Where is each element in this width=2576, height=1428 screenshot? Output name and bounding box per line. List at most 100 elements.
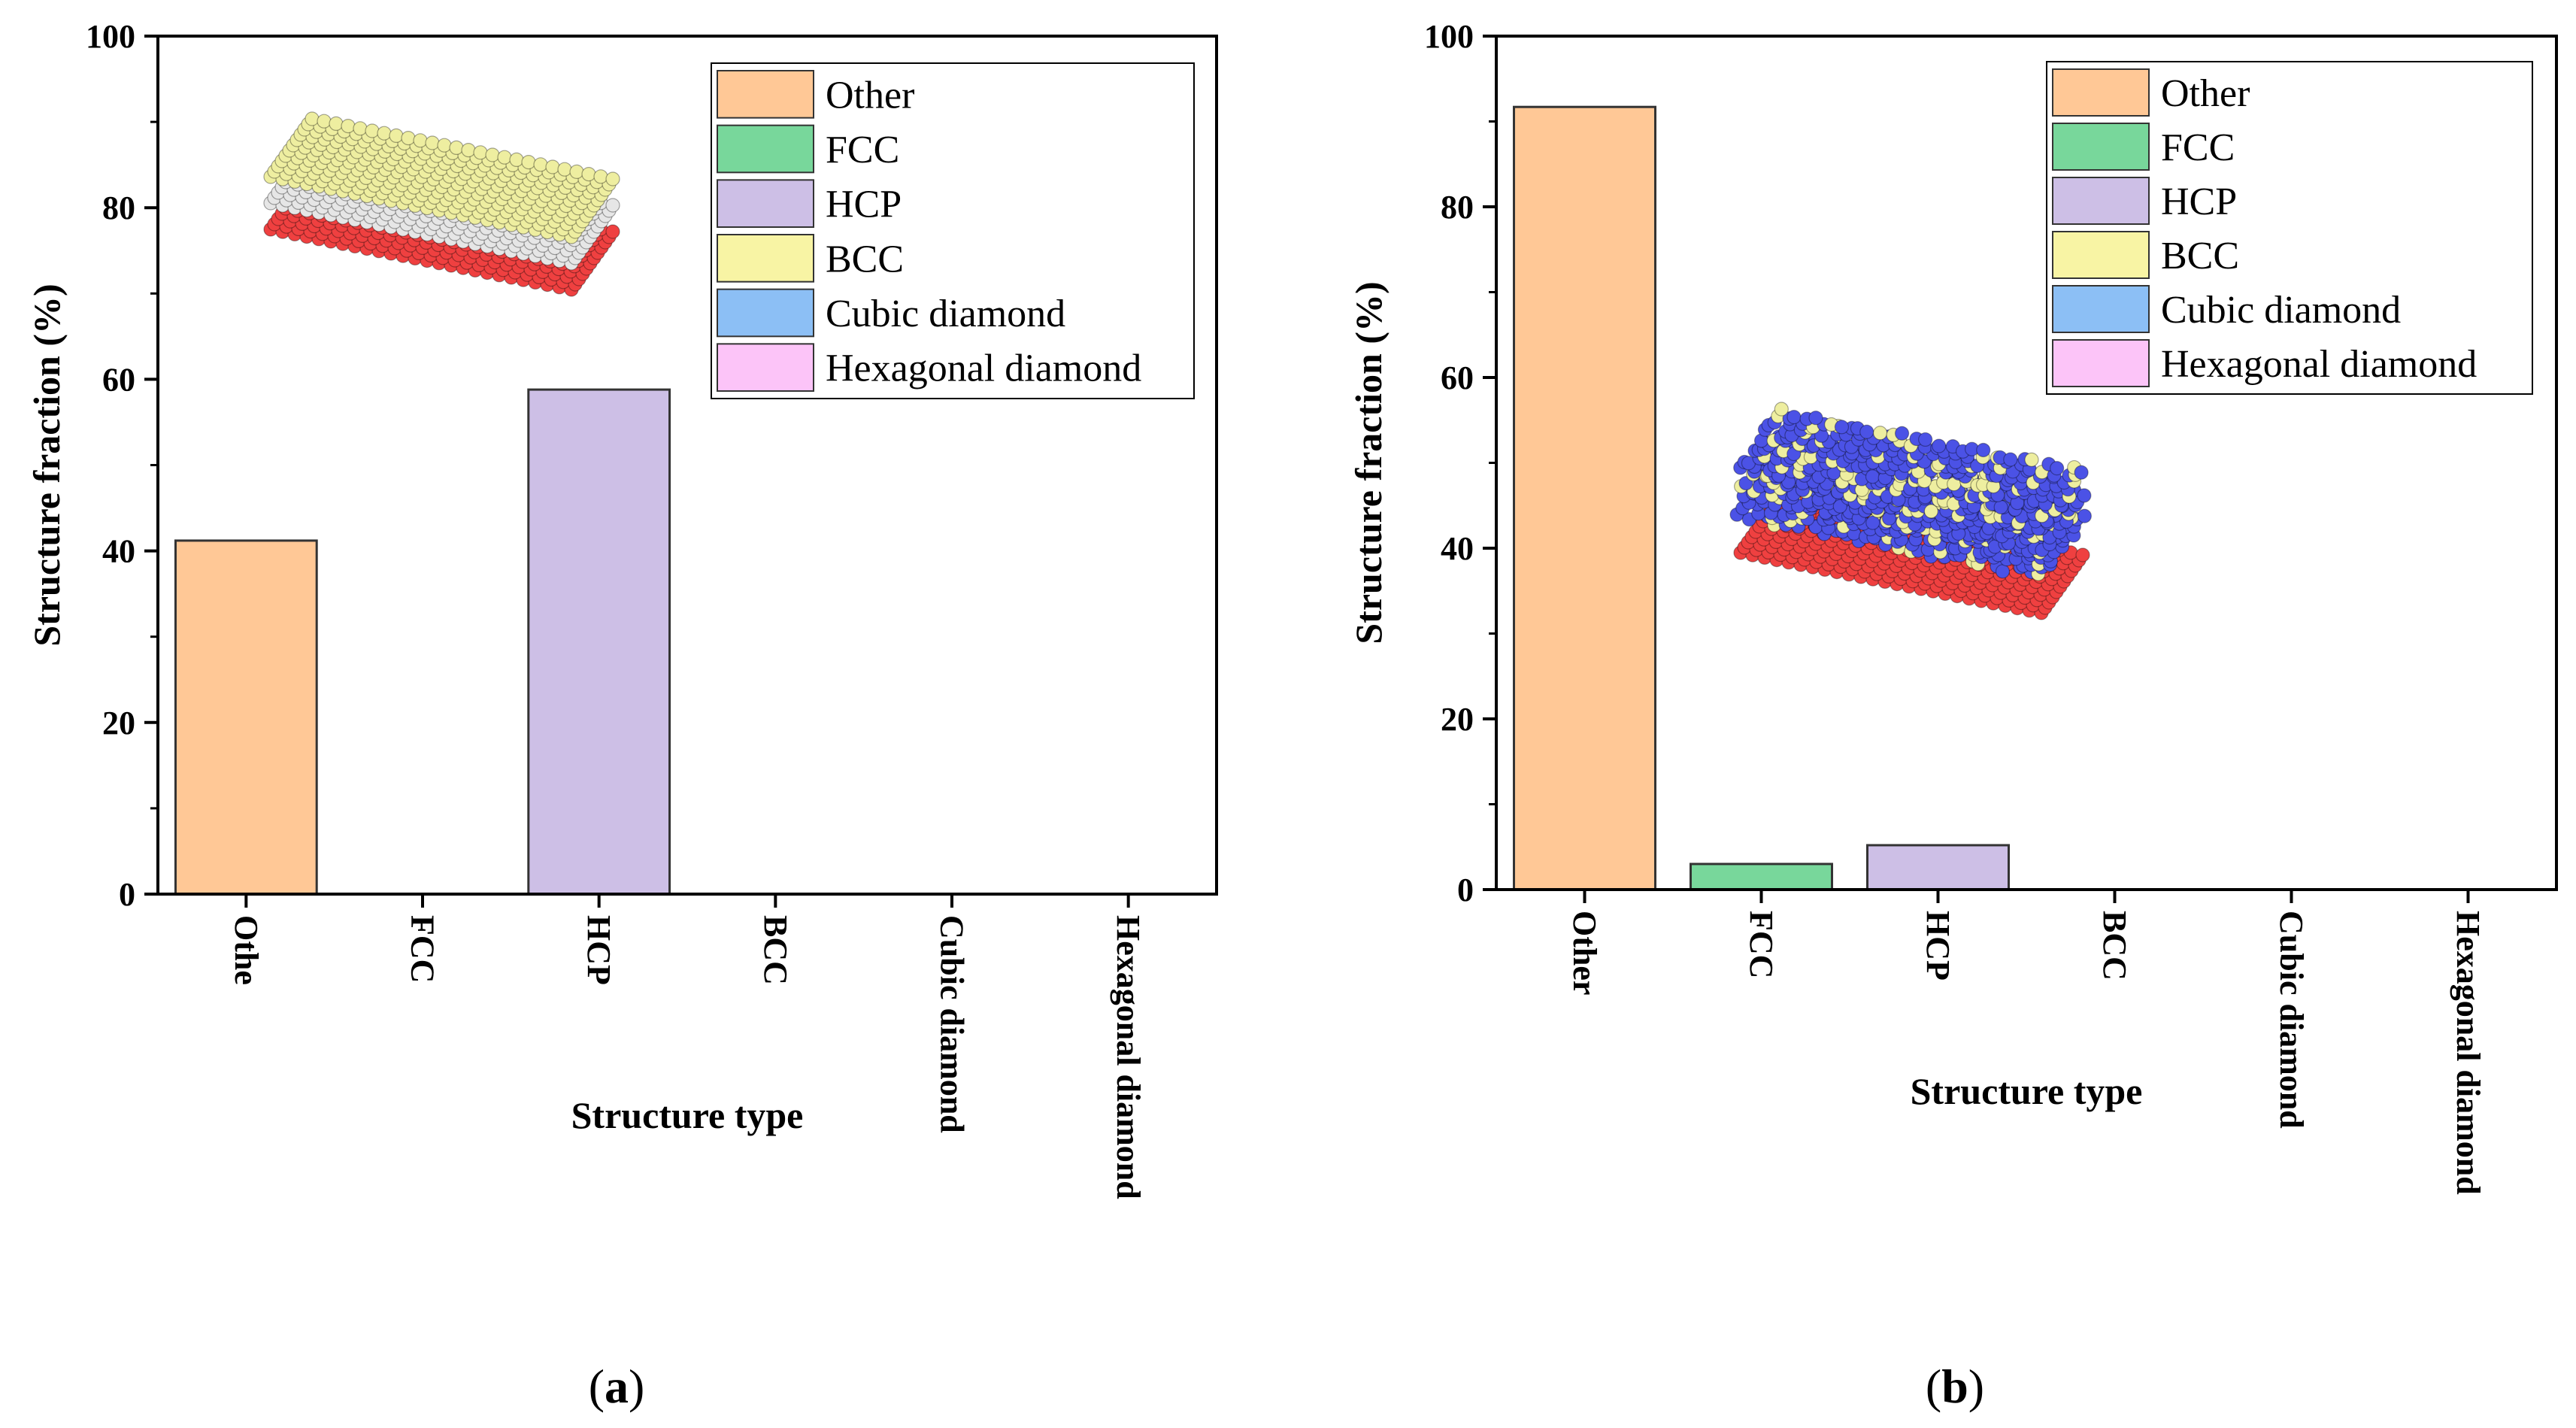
legend-label-b-3: HCP (2161, 180, 2237, 223)
legend-label-b-1: Other (2161, 72, 2250, 115)
atom-top-3-300 (1932, 438, 1947, 453)
atom-top-3-287 (1774, 402, 1789, 417)
atom-yellow-294 (389, 128, 404, 143)
y-tick-label-a-0: 0 (119, 876, 135, 913)
bars-b (1513, 105, 2010, 891)
atom-top-3-288 (1787, 409, 1802, 425)
atom-yellow-295 (401, 131, 416, 146)
atom-top-3-100 (1993, 499, 2008, 515)
bar-b-2 (1690, 863, 1833, 891)
y-ticks-b: 0 20 40 60 80 100 (1424, 18, 1496, 908)
x-tick-label-b-6: Hexagonal diamond (2450, 911, 2487, 1195)
panel-label-b: (b) (1926, 1360, 1984, 1413)
atom-yellow-310 (581, 167, 596, 182)
atom-yellow-302 (485, 147, 500, 162)
bars-a (174, 388, 671, 896)
legend-label-b-2: FCC (2161, 126, 2235, 169)
x-tick-label-b-3: HCP (1920, 911, 1956, 981)
y-tick-label-b-0: 0 (1457, 872, 1474, 908)
legend-label-a-1: Other (826, 74, 914, 117)
atom-red-312 (605, 224, 620, 239)
x-tick-label-a-2: FCC (405, 915, 441, 983)
legend-box-b (2046, 61, 2533, 395)
atom-yellow-309 (569, 164, 584, 179)
y-tick-label-b-80: 80 (1441, 189, 1474, 226)
legend-label-a-6: Hexagonal diamond (826, 347, 1141, 390)
legend-swatch-a-6 (717, 343, 814, 393)
y-ticks-a: 0 20 40 60 80 100 (86, 18, 158, 913)
atom-yellow-296 (413, 133, 428, 148)
legend-swatch-b-1 (2052, 68, 2150, 117)
legend-box-a (711, 62, 1195, 399)
y-axis-title-b: Structure fraction (%) (1347, 281, 1390, 644)
atom-yellow-293 (377, 126, 392, 141)
legend-swatch-a-5 (717, 288, 814, 338)
x-tick-label-b-2: FCC (1743, 911, 1780, 978)
legend-label-a-2: FCC (826, 129, 899, 171)
x-ticks-a: Othe FCC HCP BCC Cubic diamond Hexagonal diam… (228, 894, 1147, 1199)
x-tick-label-a-5: Cubic diamond (934, 915, 971, 1133)
atom-yellow-304 (509, 152, 524, 167)
atom-top-3-115 (1865, 469, 1880, 484)
legend-label-a-5: Cubic diamond (826, 293, 1065, 335)
atom-top-1-23 (1995, 564, 2011, 579)
legend-swatch-b-3 (2052, 177, 2150, 225)
legend-label-a-3: HCP (826, 183, 902, 226)
legend-b: Other FCC HCP BCC Cubic diamond Hexagonal dia… (2046, 61, 2533, 395)
atom-yellow-289 (329, 116, 344, 131)
atom-top-3-290 (1808, 411, 1823, 426)
x-tick-label-a-1: Othe (228, 915, 265, 985)
atomic-structure-inset-b (1729, 402, 2092, 620)
y-tick-label-b-40: 40 (1441, 530, 1474, 567)
y-tick-label-b-60: 60 (1441, 359, 1474, 396)
atom-top-3-292 (1834, 420, 1850, 435)
panel-label-a: (a) (589, 1360, 645, 1413)
atom-top-3-299 (1918, 432, 1933, 447)
atom-yellow-299 (449, 140, 464, 155)
x-tick-label-a-6: Hexagonal diamond (1110, 915, 1147, 1199)
atom-yellow-301 (473, 145, 488, 160)
legend-swatch-b-2 (2052, 123, 2150, 171)
atom-top-3-310 (2050, 461, 2065, 476)
atom-yellow-290 (341, 119, 356, 134)
atom-top-3-297 (1894, 426, 1910, 441)
legend-label-b-5: Cubic diamond (2161, 289, 2401, 332)
y-axis-title-a: Structure fraction (%) (26, 283, 68, 646)
atom-top-3-308 (2024, 452, 2039, 467)
x-ticks-b: Other FCC HCP BCC Cubic diamond Hexagonal dia… (1566, 890, 2487, 1195)
chart-panel-b: 0 20 40 60 80 100 Other FCC HCP BCC Cubic diamond… (1347, 18, 2558, 1413)
atom-yellow-287 (305, 111, 320, 126)
x-tick-label-b-1: Other (1566, 911, 1603, 995)
bar-a-1 (174, 539, 318, 896)
atom-yellow-300 (461, 143, 476, 158)
y-tick-label-a-60: 60 (102, 361, 135, 398)
atom-top-2-35 (1832, 499, 1847, 514)
y-tick-label-b-100: 100 (1424, 18, 1474, 55)
atom-top-3-294 (1859, 424, 1874, 439)
atom-top-3-304 (1976, 442, 1991, 458)
atom-yellow-303 (497, 150, 512, 165)
legend-label-b-6: Hexagonal diamond (2161, 343, 2477, 386)
atom-yellow-298 (437, 138, 452, 153)
legend-swatch-b-6 (2052, 339, 2150, 387)
y-tick-label-b-20: 20 (1441, 701, 1474, 738)
y-tick-label-a-80: 80 (102, 189, 135, 226)
atom-yellow-291 (353, 121, 368, 136)
atom-red-312 (2075, 547, 2090, 562)
atom-yellow-292 (365, 123, 380, 138)
x-axis-title-b: Structure type (1911, 1070, 2143, 1112)
y-tick-label-a-20: 20 (102, 705, 135, 741)
atom-yellow-297 (425, 135, 440, 150)
y-tick-label-a-40: 40 (102, 533, 135, 570)
bar-a-3 (527, 388, 671, 896)
bar-b-3 (1866, 844, 2010, 891)
atom-top-3-312 (2074, 465, 2089, 480)
legend-a: Other FCC HCP BCC Cubic diamond Hexagonal dia… (711, 62, 1195, 399)
atomic-structure-inset-a (263, 111, 620, 297)
x-tick-label-a-3: HCP (580, 915, 617, 985)
atom-top-3-17 (1923, 504, 1938, 519)
y-tick-label-a-100: 100 (86, 18, 135, 55)
atom-white-312 (605, 198, 620, 213)
atom-top-2-53 (1738, 475, 1753, 491)
